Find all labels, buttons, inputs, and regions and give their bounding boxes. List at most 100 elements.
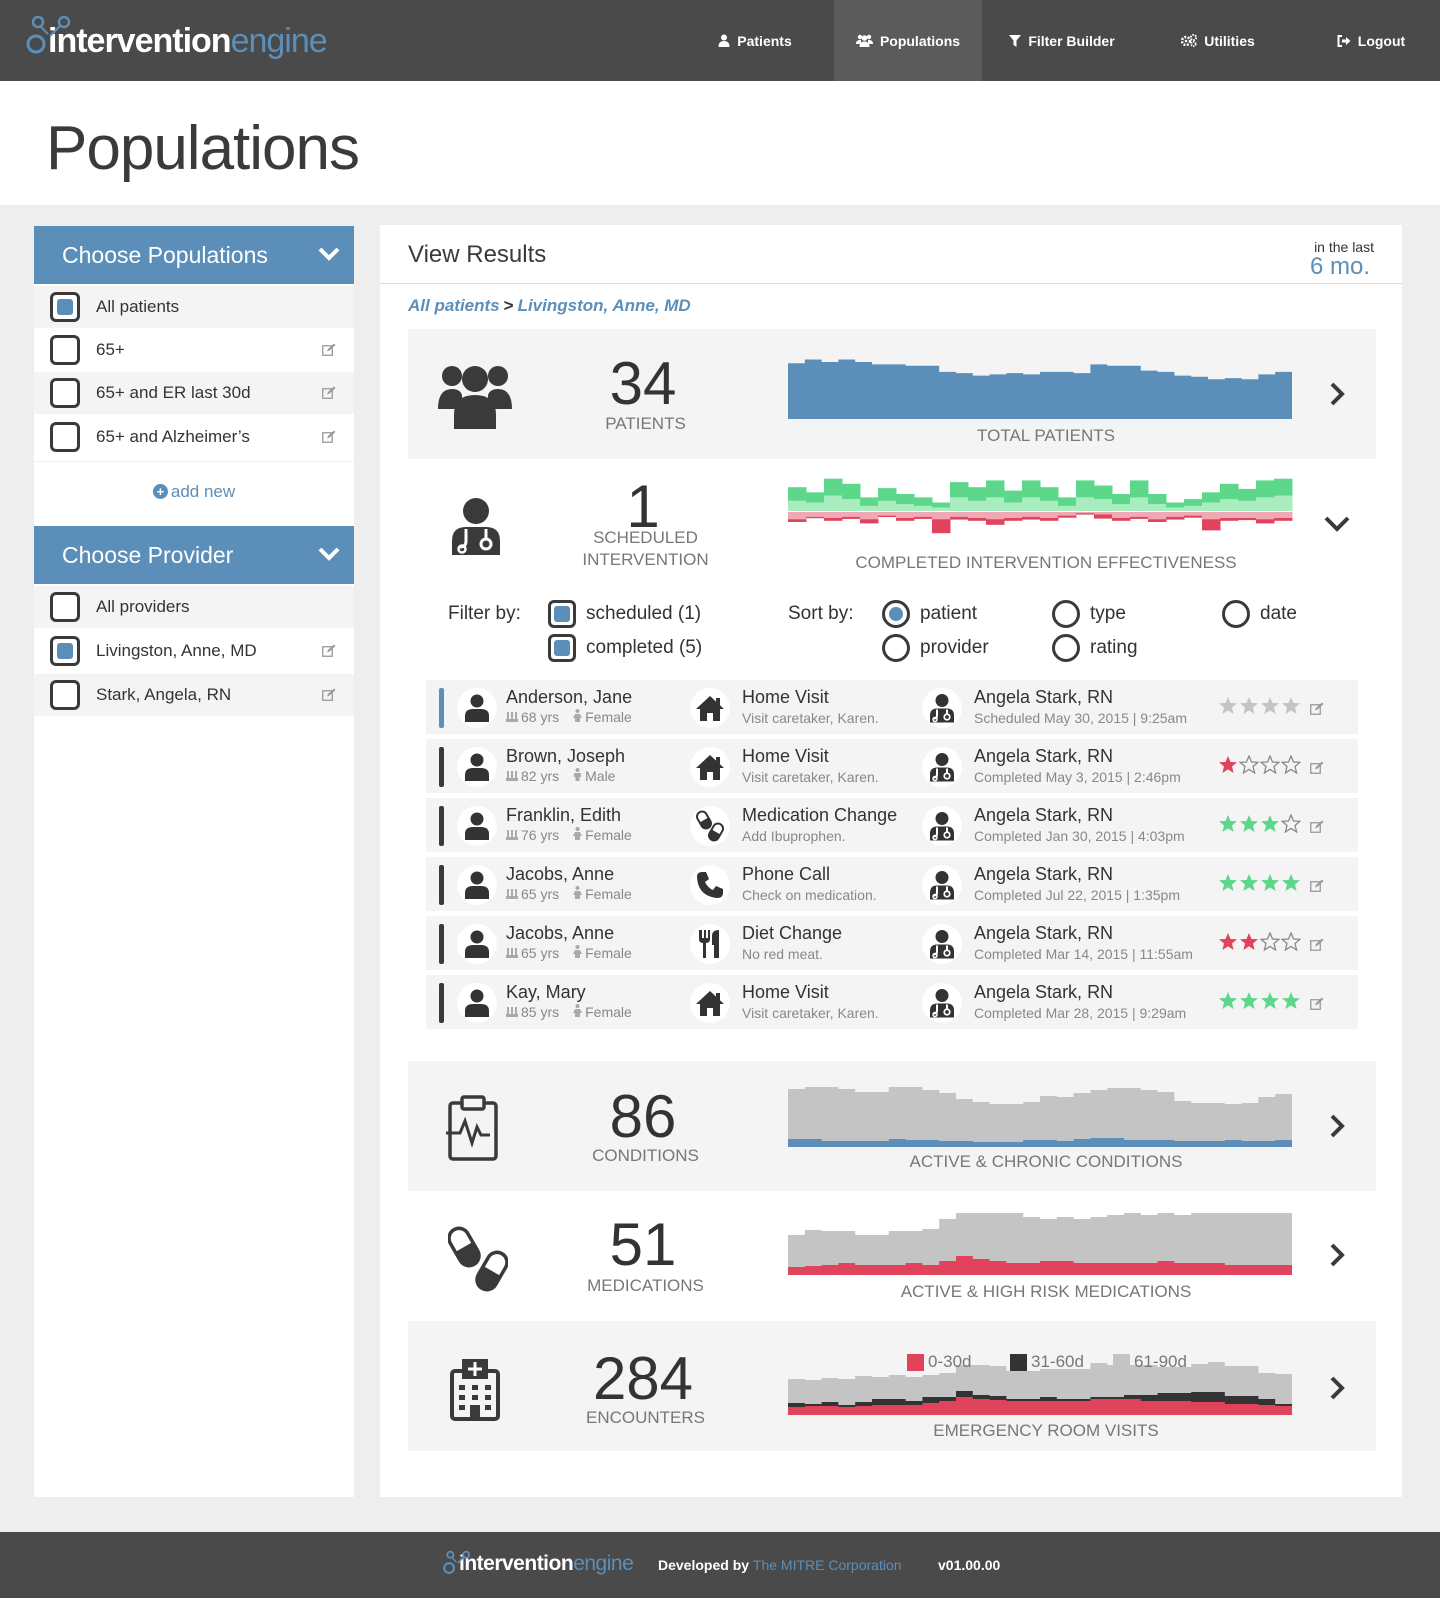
rating-stars[interactable] [1218, 931, 1302, 956]
star-icon[interactable] [1259, 754, 1281, 779]
star-icon[interactable] [1218, 814, 1238, 838]
sort-radio[interactable] [882, 600, 910, 628]
star-icon[interactable] [1260, 814, 1280, 838]
provider-checkbox[interactable] [50, 592, 80, 622]
sort-date[interactable]: date [1222, 600, 1297, 628]
filter-checkbox[interactable] [548, 600, 576, 628]
patients-card[interactable]: 34 PATIENTS TOTAL PATIENTS [408, 329, 1376, 459]
star-icon[interactable] [1239, 991, 1259, 1015]
patient-name[interactable]: Anderson, Jane [506, 687, 633, 707]
patient-name[interactable]: Brown, Joseph [506, 746, 626, 766]
population-item-65plus-er-last-30d[interactable]: 65+ and ER last 30d [34, 372, 354, 414]
footer-logo[interactable]: interventionengine [443, 1544, 634, 1584]
star-icon[interactable] [1218, 991, 1238, 1015]
star-icon[interactable] [1218, 755, 1238, 779]
population-item-65plus[interactable]: 65+ [34, 329, 354, 371]
star-icon[interactable] [1218, 932, 1238, 956]
intervention-row[interactable]: Jacobs, Anne 65 yrs Female Diet Change N… [426, 916, 1358, 970]
population-checkbox[interactable] [50, 335, 80, 365]
chevron-right-icon[interactable] [1328, 1376, 1346, 1400]
choose-populations-header[interactable]: Choose Populations [34, 226, 354, 284]
edit-icon[interactable] [322, 343, 336, 356]
nav-patients[interactable]: Patients [700, 0, 810, 81]
sort-radio[interactable] [882, 634, 910, 662]
intervention-row[interactable]: Franklin, Edith 76 yrs Female Medication… [426, 798, 1358, 852]
rating-stars[interactable] [1218, 696, 1301, 720]
provider-item-all[interactable]: All providers [34, 586, 354, 628]
nav-populations[interactable]: Populations [834, 0, 982, 81]
add-population-link[interactable]: + add new [34, 482, 354, 502]
edit-icon[interactable] [1310, 820, 1324, 838]
star-icon[interactable] [1280, 754, 1302, 779]
sort-provider[interactable]: provider [882, 634, 989, 662]
chevron-down-icon[interactable] [1324, 515, 1350, 533]
sort-radio[interactable] [1222, 600, 1250, 628]
time-range-selector[interactable]: 6 mo. [1309, 253, 1370, 280]
star-icon[interactable] [1281, 696, 1301, 720]
edit-icon[interactable] [1310, 761, 1324, 779]
star-icon[interactable] [1281, 873, 1301, 897]
filter-checkbox[interactable] [548, 634, 576, 662]
population-item-65plus-alzheimers[interactable]: 65+ and Alzheimer’s [34, 416, 354, 458]
encounters-card[interactable]: 284 ENCOUNTERS EMERGENCY ROOM VISITS [408, 1321, 1376, 1451]
star-icon[interactable] [1218, 696, 1238, 720]
sort-rating[interactable]: rating [1052, 634, 1138, 662]
edit-icon[interactable] [1310, 938, 1324, 956]
sort-radio[interactable] [1052, 600, 1080, 628]
star-icon[interactable] [1239, 696, 1259, 720]
population-checkbox[interactable] [50, 422, 80, 452]
intervention-row[interactable]: Brown, Joseph 82 yrs Male Home Visit Vis… [426, 739, 1358, 793]
nav-filter-builder[interactable]: Filter Builder [992, 0, 1132, 81]
brand-logo[interactable]: interventionengine [26, 14, 328, 68]
edit-icon[interactable] [322, 644, 336, 657]
filter-scheduled[interactable]: scheduled (1) [548, 600, 701, 628]
breadcrumb-item[interactable]: Livingston, Anne, MD [517, 296, 691, 315]
star-icon[interactable] [1260, 991, 1280, 1015]
star-icon[interactable] [1260, 873, 1280, 897]
rating-stars[interactable] [1218, 873, 1301, 897]
population-checkbox[interactable] [50, 378, 80, 408]
filter-completed[interactable]: completed (5) [548, 634, 702, 662]
medications-card[interactable]: 51 MEDICATIONS ACTIVE & HIGH RISK MEDICA… [408, 1191, 1376, 1321]
rating-stars[interactable] [1218, 813, 1302, 838]
sort-radio[interactable] [1052, 634, 1080, 662]
conditions-card[interactable]: 86 CONDITIONS ACTIVE & CHRONIC CONDITION… [408, 1061, 1376, 1191]
star-icon[interactable] [1218, 873, 1238, 897]
star-icon[interactable] [1280, 813, 1302, 838]
provider-item-stark[interactable]: Stark, Angela, RN [34, 674, 354, 716]
star-icon[interactable] [1281, 991, 1301, 1015]
company-link[interactable]: The MITRE Corporation [752, 1557, 902, 1573]
star-icon[interactable] [1259, 931, 1281, 956]
sort-patient[interactable]: patient [882, 600, 977, 628]
provider-checkbox[interactable] [50, 680, 80, 710]
chevron-right-icon[interactable] [1328, 1243, 1346, 1267]
star-icon[interactable] [1239, 932, 1259, 956]
nav-utilities[interactable]: Utilities [1158, 0, 1278, 81]
population-item-all-patients[interactable]: All patients [34, 286, 354, 328]
patient-name[interactable]: Jacobs, Anne [506, 864, 615, 884]
intervention-row[interactable]: Kay, Mary 85 yrs Female Home Visit Visit… [426, 975, 1358, 1029]
patient-name[interactable]: Jacobs, Anne [506, 923, 615, 943]
star-icon[interactable] [1260, 696, 1280, 720]
intervention-row[interactable]: Jacobs, Anne 65 yrs Female Phone Call Ch… [426, 857, 1358, 911]
star-icon[interactable] [1239, 873, 1259, 897]
edit-icon[interactable] [322, 386, 336, 399]
edit-icon[interactable] [1310, 879, 1324, 897]
edit-icon[interactable] [1310, 702, 1324, 720]
edit-icon[interactable] [322, 430, 336, 443]
chevron-right-icon[interactable] [1328, 1114, 1346, 1138]
intervention-row[interactable]: Anderson, Jane 68 yrs Female Home Visit … [426, 680, 1358, 734]
edit-icon[interactable] [322, 688, 336, 701]
star-icon[interactable] [1239, 814, 1259, 838]
provider-item-livingston[interactable]: Livingston, Anne, MD [34, 630, 354, 672]
provider-checkbox[interactable] [50, 636, 80, 666]
rating-stars[interactable] [1218, 991, 1301, 1015]
patient-name[interactable]: Kay, Mary [506, 982, 586, 1002]
rating-stars[interactable] [1218, 754, 1302, 779]
population-checkbox[interactable] [50, 292, 80, 322]
star-icon[interactable] [1280, 931, 1302, 956]
patient-name[interactable]: Franklin, Edith [506, 805, 622, 825]
breadcrumb-item[interactable]: All patients [408, 296, 500, 315]
choose-provider-header[interactable]: Choose Provider [34, 526, 354, 584]
nav-logout[interactable]: Logout [1316, 0, 1426, 81]
